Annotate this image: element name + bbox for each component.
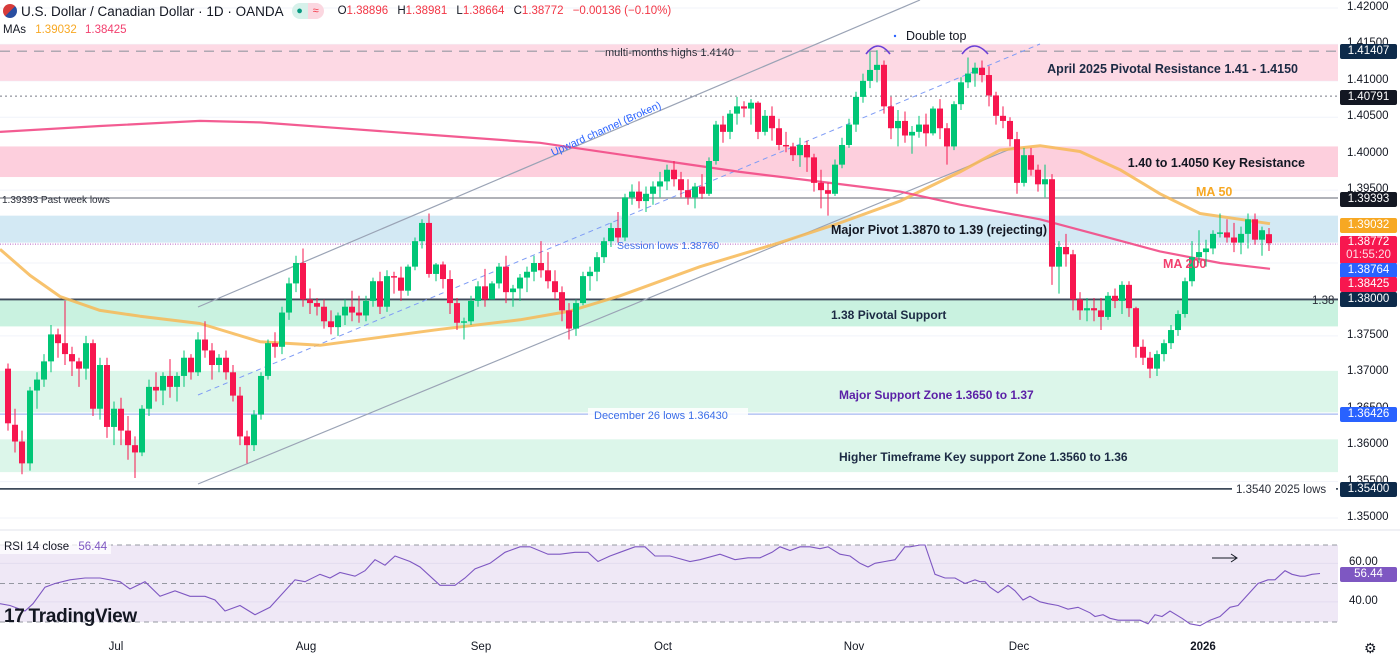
annotation-major-pivot: Major Pivot 1.3870 to 1.39 (rejecting) bbox=[831, 223, 1047, 237]
price-tick: 1.37000 bbox=[1347, 365, 1389, 378]
ma-legend-label: MAs bbox=[3, 24, 26, 36]
symbol-title[interactable]: U.S. Dollar / Canadian Dollar · 1D · OAN… bbox=[21, 3, 284, 19]
rsi-value-tag: 56.44 bbox=[1340, 566, 1397, 582]
candles bbox=[5, 50, 1272, 478]
chart-header: U.S. Dollar / Canadian Dollar · 1D · OAN… bbox=[0, 0, 671, 22]
annotation-key-resistance: 1.40 to 1.4050 Key Resistance bbox=[1128, 156, 1305, 170]
time-tick: Oct bbox=[654, 641, 672, 653]
ma50-legend-value: 1.39032 bbox=[35, 24, 77, 36]
annotation-session-lows: Session lows 1.38760 bbox=[617, 240, 719, 252]
time-tick: 2026 bbox=[1190, 641, 1216, 653]
open-value: 1.38896 bbox=[346, 5, 389, 17]
usdcad-flag-icon bbox=[3, 4, 17, 18]
price-tag: 1.38425 bbox=[1340, 277, 1397, 292]
annotation-double-top: Double top bbox=[906, 29, 967, 43]
change-value: −0.00136 (−0.10%) bbox=[572, 5, 672, 17]
close-value: 1.38772 bbox=[521, 5, 564, 17]
market-status-pill[interactable]: ● ≈ bbox=[291, 3, 324, 19]
price-tag: 1.38000 bbox=[1340, 292, 1397, 307]
price-tick: 1.42000 bbox=[1347, 1, 1389, 13]
ma200-legend-value: 1.38425 bbox=[84, 24, 127, 36]
double-top-arcs bbox=[865, 34, 989, 55]
annotation-past-week-lows: 1.39393 Past week lows bbox=[2, 195, 110, 206]
zone bbox=[0, 215, 1338, 243]
rsi-legend-label: RSI 14 close bbox=[4, 541, 70, 553]
ohlc-values: O1.38896 H1.38981 L1.38664 C1.38772 −0.0… bbox=[337, 5, 672, 17]
annotation-htf-support: Higher Timeframe Key support Zone 1.3560… bbox=[839, 450, 1128, 464]
tradingview-logo[interactable]: 17 TradingView bbox=[4, 606, 137, 628]
price-tag: 1.38764 bbox=[1340, 263, 1397, 278]
price-tag: 1.36426 bbox=[1340, 407, 1397, 422]
annotation-multi-month-highs: multi-months highs 1.4140 bbox=[605, 47, 734, 59]
rsi-tick: 60.00 bbox=[1349, 556, 1378, 569]
market-open-icon: ● bbox=[291, 3, 308, 19]
annotation-level-138: 1.38 bbox=[1312, 295, 1334, 307]
price-tag: 1.39393 bbox=[1340, 192, 1397, 207]
rsi-legend[interactable]: RSI 14 close 56.44 bbox=[0, 540, 112, 554]
price-tag: 1.41407 bbox=[1340, 44, 1397, 59]
rsi-tick: 40.00 bbox=[1349, 594, 1378, 607]
price-tag: 1.39032 bbox=[1340, 218, 1397, 233]
price-tick: 1.41000 bbox=[1347, 73, 1389, 86]
annotation-major-support: Major Support Zone 1.3650 to 1.37 bbox=[839, 388, 1034, 402]
zones bbox=[0, 44, 1338, 473]
annotation-pivotal-support: 1.38 Pivotal Support bbox=[831, 308, 946, 322]
price-tick: 1.35000 bbox=[1347, 511, 1389, 524]
price-tick: 1.37500 bbox=[1347, 328, 1389, 341]
time-tick: Dec bbox=[1008, 641, 1030, 653]
time-tick: Jul bbox=[108, 641, 124, 653]
annotation-april-resistance: April 2025 Pivotal Resistance 1.41 - 1.4… bbox=[1047, 62, 1298, 76]
annotation-ma200: MA 200 bbox=[1163, 257, 1206, 271]
time-tick: Sep bbox=[470, 641, 492, 653]
tradingview-logo-text: TradingView bbox=[28, 606, 138, 627]
chart-settings-icon[interactable]: ⚙ bbox=[1364, 640, 1377, 656]
price-tag: 1.40791 bbox=[1340, 90, 1397, 105]
zone bbox=[0, 44, 1338, 81]
low-value: 1.38664 bbox=[462, 5, 505, 17]
price-tick: 1.36000 bbox=[1347, 438, 1389, 451]
annotation-2025-lows: 1.3540 2025 lows bbox=[1236, 484, 1326, 496]
delayed-data-icon: ≈ bbox=[307, 3, 324, 19]
zone bbox=[0, 370, 1338, 413]
rsi-legend-value: 56.44 bbox=[78, 541, 108, 553]
zone bbox=[0, 439, 1338, 473]
tradingview-logo-icon: 17 bbox=[4, 606, 25, 627]
annotation-ma50: MA 50 bbox=[1196, 185, 1232, 199]
annotation-dec26-lows: December 26 lows 1.36430 bbox=[594, 410, 728, 422]
price-tag: 1.35400 bbox=[1340, 482, 1397, 497]
price-tick: 1.40000 bbox=[1347, 146, 1389, 159]
time-tick: Aug bbox=[295, 641, 317, 653]
moving-averages bbox=[0, 119, 1271, 347]
time-tick: Nov bbox=[843, 641, 865, 653]
price-tick: 1.40500 bbox=[1347, 110, 1389, 123]
rsi-pane bbox=[0, 544, 1338, 627]
ma-legend[interactable]: MAs 1.39032 1.38425 bbox=[3, 24, 127, 36]
price-tag: 1.38772 01:55:20 bbox=[1340, 236, 1397, 264]
high-value: 1.38981 bbox=[405, 5, 448, 17]
upward-channel bbox=[197, 0, 1041, 485]
